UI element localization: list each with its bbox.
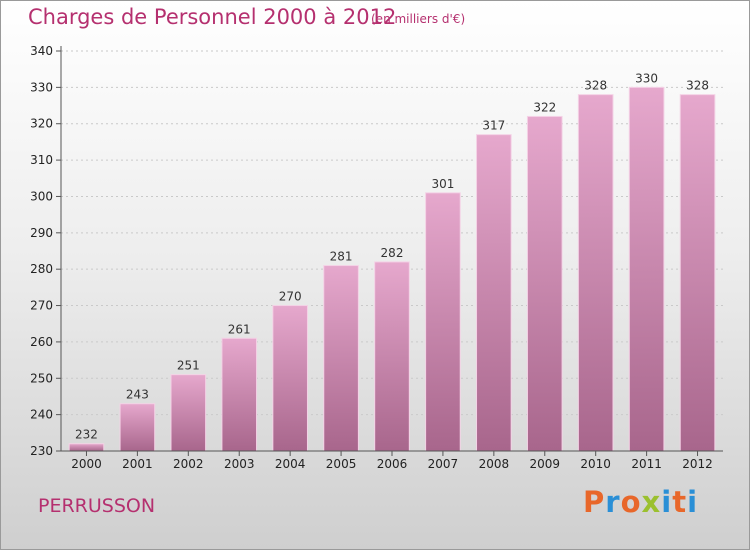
chart-subtitle: (en milliers d'€)	[371, 12, 466, 26]
logo-letter: t	[672, 485, 688, 519]
value-label: 328	[686, 79, 709, 93]
logo-letter: r	[605, 485, 621, 519]
y-tick-label: 260	[30, 335, 53, 349]
y-tick-label: 320	[30, 117, 53, 131]
y-tick-label: 230	[30, 444, 53, 458]
axes: 230 240 250 260 270 280 290 300 310 320 330 340 2000…	[30, 44, 723, 471]
x-tick-label: 2003	[224, 457, 255, 471]
x-tick-label: 2002	[173, 457, 204, 471]
y-tick-label: 300	[30, 189, 53, 203]
value-label: 301	[431, 177, 454, 191]
bar-2002[interactable]	[170, 374, 207, 452]
value-label: 282	[381, 246, 404, 260]
y-tick-label: 270	[30, 299, 53, 313]
bar-2006[interactable]	[374, 261, 410, 452]
x-tick-label: 2005	[326, 457, 357, 471]
value-label: 261	[228, 322, 251, 336]
x-tick-label: 2008	[479, 457, 510, 471]
value-label: 322	[533, 100, 556, 114]
value-label: 232	[75, 428, 98, 442]
y-tick-label: 280	[30, 262, 53, 276]
x-tick-label: 2001	[122, 457, 153, 471]
bar-2004[interactable]	[272, 305, 308, 452]
bar-2010[interactable]	[577, 94, 614, 452]
bar-2009[interactable]	[526, 115, 563, 452]
x-tick-label: 2009	[529, 457, 560, 471]
x-tick-label: 2012	[682, 457, 713, 471]
logo-letter: x	[641, 485, 662, 519]
bar-2011[interactable]	[628, 86, 665, 452]
logo-letter: o	[620, 485, 642, 519]
x-tick-label: 2010	[580, 457, 611, 471]
logo-letter: i	[661, 485, 673, 519]
logo-letter: P	[583, 485, 606, 519]
y-tick-label: 330	[30, 80, 53, 94]
y-tick-label: 340	[30, 44, 53, 58]
city-name: PERRUSSON	[38, 495, 156, 517]
value-label: 270	[279, 290, 302, 304]
bar-2003[interactable]	[221, 337, 258, 452]
value-label: 328	[584, 79, 607, 93]
y-tick-label: 290	[30, 226, 53, 240]
value-label: 317	[482, 119, 505, 133]
x-tick-label: 2007	[428, 457, 459, 471]
x-tick-label: 2004	[275, 457, 306, 471]
proxiti-logo[interactable]: Proxiti	[583, 485, 698, 519]
logo-letter: i	[687, 485, 699, 519]
bar-2008[interactable]	[476, 134, 512, 452]
y-tick-label: 240	[30, 408, 53, 422]
value-label: 330	[635, 71, 658, 85]
value-label: 243	[126, 388, 149, 402]
bar-2000[interactable]	[68, 443, 105, 452]
bar-2001[interactable]	[119, 403, 156, 452]
value-label: 281	[330, 250, 353, 264]
bar-2007[interactable]	[425, 192, 461, 452]
bar-2012[interactable]	[679, 94, 716, 452]
value-label: 251	[177, 359, 200, 373]
bar-2005[interactable]	[323, 265, 359, 452]
chart-title: Charges de Personnel 2000 à 2012	[28, 5, 397, 29]
x-tick-label: 2011	[631, 457, 662, 471]
y-tick-label: 310	[30, 153, 53, 167]
y-tick-label: 250	[30, 371, 53, 385]
x-tick-label: 2006	[377, 457, 408, 471]
x-tick-label: 2000	[71, 457, 102, 471]
bars: 232 243 251 261 270 281 282 301 317 322 328 330 328	[68, 71, 716, 452]
